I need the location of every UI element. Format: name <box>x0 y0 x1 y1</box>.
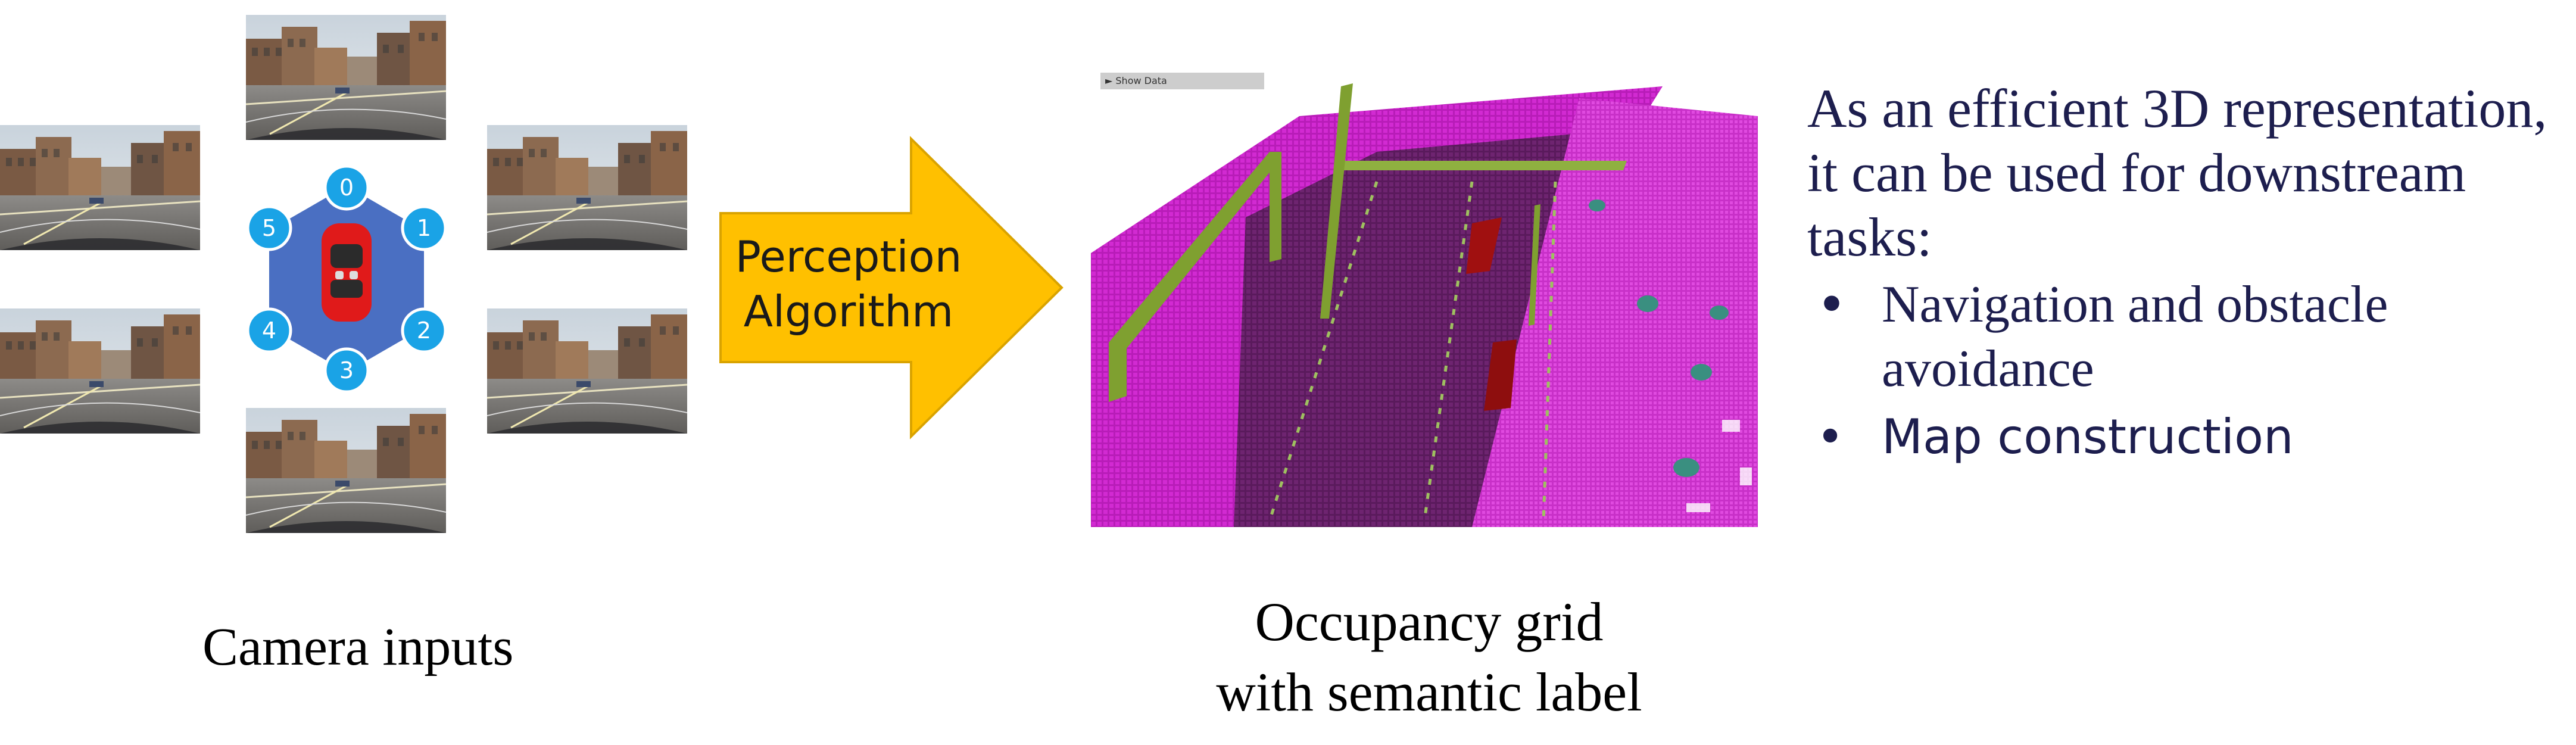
bullet-1-line-1: Navigation and obstacle <box>1882 276 2388 333</box>
occupancy-grid-view <box>1091 63 1758 527</box>
camera-view-back <box>246 408 446 533</box>
camera-rig-diagram: 0 1 2 3 4 5 <box>0 15 687 533</box>
show-data-button[interactable]: ► Show Data <box>1100 73 1264 89</box>
occupied-vehicle-2 <box>1484 339 1517 411</box>
bullet-item-navigation: • Navigation and obstacle avoidance <box>1807 273 2575 401</box>
description-line-2: it can be used for downstream <box>1807 142 2466 203</box>
arrow-label-line-2: Algorithm <box>743 286 954 336</box>
camera-inputs-caption: Camera inputs <box>202 618 514 677</box>
svg-text:5: 5 <box>262 215 276 241</box>
svg-text:2: 2 <box>417 317 431 344</box>
occupancy-caption-line-2: with semantic label <box>1216 662 1642 722</box>
occupancy-caption-line-1: Occupancy grid <box>1255 591 1604 652</box>
camera-view-back-left <box>0 308 200 434</box>
camera-badge-5: 5 <box>246 205 292 251</box>
bullet-symbol: • <box>1816 409 1845 465</box>
svg-text:3: 3 <box>339 357 354 384</box>
description-line-1: As an efficient 3D representation, <box>1807 78 2547 139</box>
camera-badge-4: 4 <box>246 307 292 354</box>
occupancy-caption: Occupancy grid with semantic label <box>1173 587 1685 727</box>
perception-algorithm-label: Perception Algorithm <box>721 229 977 339</box>
svg-text:4: 4 <box>262 317 276 344</box>
arrow-label-line-1: Perception <box>735 232 962 282</box>
camera-view-front-left <box>0 125 200 250</box>
description-line-3: tasks: <box>1807 207 1932 267</box>
camera-view-front <box>246 15 446 140</box>
bullet-item-map: • Map construction <box>1807 405 2575 469</box>
car-top-view <box>322 223 372 322</box>
svg-text:0: 0 <box>339 174 354 201</box>
camera-badge-2: 2 <box>401 307 447 354</box>
bullet-2-line-1: Map construction <box>1882 409 2294 465</box>
perception-arrow <box>719 136 1064 439</box>
camera-view-front-right <box>487 125 687 250</box>
occupied-vehicle-1 <box>1466 217 1502 274</box>
camera-badge-0: 0 <box>323 164 370 211</box>
bullet-symbol: • <box>1816 274 1847 335</box>
camera-badge-1: 1 <box>401 205 447 251</box>
bullet-1-line-2: avoidance <box>1882 340 2094 398</box>
camera-badge-3: 3 <box>323 347 370 394</box>
camera-view-back-right <box>487 308 687 434</box>
description-intro: As an efficient 3D representation, it ca… <box>1807 76 2575 269</box>
svg-text:1: 1 <box>417 215 431 241</box>
